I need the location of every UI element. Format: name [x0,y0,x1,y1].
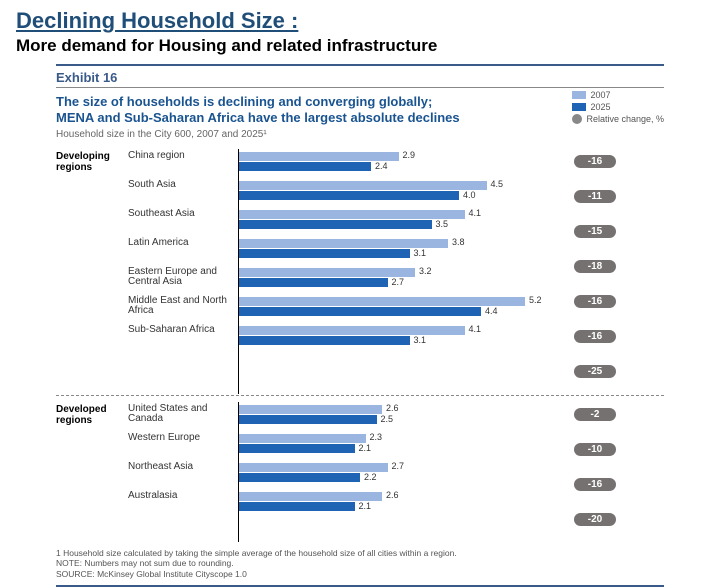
value-2007: 2.7 [392,461,405,471]
change-badge: -25 [574,365,616,378]
footnotes: 1 Household size calculated by taking th… [56,548,664,587]
bar-2025 [239,249,410,258]
value-2025: 3.5 [436,219,449,229]
bar-2025 [239,191,459,200]
value-2025: 2.7 [392,277,405,287]
value-2025: 3.1 [414,335,427,345]
bar-2007 [239,210,465,219]
change-badge: -2 [574,408,616,421]
region-label: Western Europe [128,431,238,444]
group-label: Developing regions [56,149,128,394]
bar-2007 [239,239,448,248]
chart: Developing regionsChina region South Asia… [56,149,664,542]
axis-label: Household size in the City 600, 2007 and… [56,129,664,140]
legend: 2007 2025 Relative change, % [572,90,664,126]
value-2007: 3.2 [419,266,432,276]
value-2007: 4.5 [491,179,504,189]
bar-2007 [239,434,366,443]
change-badge: -15 [574,225,616,238]
region-label: Southeast Asia [128,207,238,220]
region-label: Middle East and North Africa [128,294,238,317]
change-badge: -16 [574,330,616,343]
bar-2007 [239,297,525,306]
region-label: United States and Canada [128,402,238,425]
change-badge: -20 [574,513,616,526]
bar-2025 [239,444,355,453]
exhibit-label: Exhibit 16 [56,66,664,88]
legend-2007: 2007 [590,90,610,100]
footnote-2: NOTE: Numbers may not sum due to roundin… [56,558,664,569]
change-badge: -16 [574,478,616,491]
value-2007: 4.1 [469,324,482,334]
bar-2007 [239,152,399,161]
bar-2025 [239,502,355,511]
region-label: Eastern Europe and Central Asia [128,265,238,288]
swatch-2007 [572,91,586,99]
value-2025: 4.0 [463,190,476,200]
change-badge: -16 [574,155,616,168]
group-label: Developed regions [56,402,128,542]
bar-2007 [239,181,487,190]
bar-2025 [239,162,371,171]
value-2025: 2.1 [359,501,372,511]
value-2025: 2.2 [364,472,377,482]
change-badge: -18 [574,260,616,273]
region-label: Northeast Asia [128,460,238,473]
slide-subtitle: More demand for Housing and related infr… [16,36,704,56]
value-2025: 2.1 [359,443,372,453]
swatch-2025 [572,103,586,111]
value-2007: 3.8 [452,237,465,247]
value-2025: 3.1 [414,248,427,258]
bar-2025 [239,278,388,287]
value-2025: 2.5 [381,414,394,424]
bar-2025 [239,415,377,424]
region-label: Australasia [128,489,238,502]
value-2007: 4.1 [469,208,482,218]
region-label: China region [128,149,238,162]
bar-2007 [239,463,388,472]
value-2025: 2.4 [375,161,388,171]
legend-change: Relative change, % [586,114,664,124]
footnote-1: 1 Household size calculated by taking th… [56,548,664,559]
value-2025: 4.4 [485,306,498,316]
bar-2025 [239,336,410,345]
bar-2025 [239,220,432,229]
value-2007: 5.2 [529,295,542,305]
bar-2025 [239,473,360,482]
change-badge: -11 [574,190,616,203]
bar-2025 [239,307,481,316]
exhibit: Exhibit 16 2007 2025 Relative change, % … [56,64,664,587]
dot-icon [572,114,582,124]
bar-2007 [239,405,382,414]
region-label: South Asia [128,178,238,191]
region-label: Sub-Saharan Africa [128,323,238,336]
bar-2007 [239,268,415,277]
footnote-3: SOURCE: McKinsey Global Institute Citysc… [56,569,664,580]
value-2007: 2.9 [403,150,416,160]
legend-2025: 2025 [590,102,610,112]
bar-2007 [239,492,382,501]
change-badge: -16 [574,295,616,308]
value-2007: 2.6 [386,490,399,500]
value-2007: 2.3 [370,432,383,442]
slide-title: Declining Household Size : [16,8,704,34]
change-badge: -10 [574,443,616,456]
value-2007: 2.6 [386,403,399,413]
region-label: Latin America [128,236,238,249]
bar-2007 [239,326,465,335]
